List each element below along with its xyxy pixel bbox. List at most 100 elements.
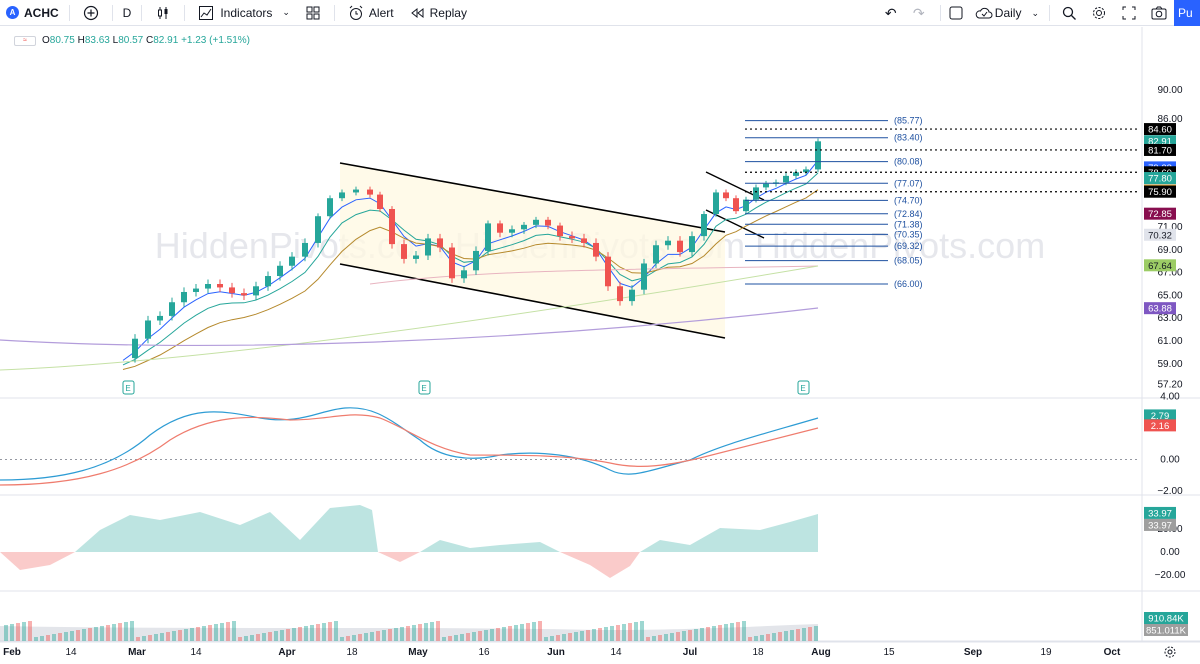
chart-type-button[interactable]	[146, 0, 180, 26]
toolbar-right: ↶ ↷ Daily ⌄ Pu	[880, 0, 1200, 26]
volume-ma-area	[0, 624, 818, 641]
ma-slow-line	[122, 189, 819, 370]
volume-bar	[412, 625, 416, 641]
volume-bar	[52, 634, 56, 641]
volume-bar	[514, 625, 518, 641]
volume-bar	[418, 624, 422, 641]
price-tick-label: 69.00	[1157, 245, 1182, 256]
volume-bar	[346, 636, 350, 641]
volume-bar	[334, 621, 338, 641]
volume-bar	[574, 632, 578, 641]
compare-button[interactable]	[74, 0, 108, 26]
volume-bar	[664, 634, 668, 641]
timeframe-dropdown[interactable]: Daily ⌄	[967, 0, 1045, 26]
volume-bar	[106, 625, 110, 641]
volume-bar	[706, 627, 710, 641]
candle-body	[509, 229, 515, 233]
vol-badge-bg	[1144, 612, 1188, 624]
candle-body	[449, 247, 455, 279]
price-badge-bg	[1144, 259, 1176, 272]
volume-bar	[628, 623, 632, 641]
redo-icon[interactable]: ↷	[912, 4, 925, 21]
volume-bar	[256, 634, 260, 641]
indicators-icon	[195, 2, 217, 24]
volume-bar	[274, 631, 278, 641]
divider	[141, 4, 143, 21]
candle-body	[677, 240, 683, 253]
osc-positive-area	[75, 505, 378, 552]
candle-body	[169, 302, 175, 316]
gear-icon	[1164, 646, 1176, 658]
volume-bar	[46, 635, 50, 641]
candle-body	[461, 270, 467, 279]
volume-bar	[292, 628, 296, 641]
volume-bar	[148, 635, 152, 641]
ohlc-legend: ≈ O80.75 H83.63 L80.57 C82.91 +1.23 (+1.…	[14, 35, 250, 46]
channel-drawing	[339, 162, 765, 339]
price-badge-bg	[1144, 228, 1176, 241]
time-tick-label: 14	[610, 647, 622, 658]
undo-icon[interactable]: ↶	[884, 4, 897, 21]
price-badge: 67.64	[1148, 261, 1172, 272]
interval-label: D	[122, 5, 132, 20]
candle-body	[605, 256, 611, 287]
volume-bar	[436, 621, 440, 641]
templates-button[interactable]	[296, 0, 330, 26]
volume-bar	[244, 636, 248, 641]
volume-bar	[598, 628, 602, 641]
time-tick-label: 16	[478, 647, 490, 658]
alert-button[interactable]: Alert	[339, 0, 400, 26]
volume-bar	[214, 624, 218, 641]
ma-mid-line	[122, 172, 819, 366]
volume-bar	[646, 637, 650, 641]
channel-lower-line	[339, 263, 726, 339]
camera-icon[interactable]	[1148, 2, 1170, 24]
publish-button[interactable]: Pu	[1174, 0, 1200, 26]
channel-fill	[340, 163, 725, 338]
gear-icon-ring	[1164, 646, 1176, 658]
volume-bar	[658, 635, 662, 641]
volume-bar	[16, 623, 20, 641]
price-badge-bg	[1144, 207, 1176, 220]
price-badge: 75.90	[1148, 187, 1172, 198]
replay-button[interactable]: Replay	[400, 0, 473, 26]
search-icon[interactable]	[1058, 2, 1080, 24]
ma-50-line	[369, 265, 819, 285]
volume-bar	[490, 629, 494, 641]
indicators-button[interactable]: Indicators ⌄	[189, 0, 296, 26]
candle-body	[367, 189, 373, 195]
candle-body	[733, 198, 739, 212]
macd-tick-label: 4.00	[1160, 391, 1180, 402]
ma-200-line	[0, 307, 819, 346]
price-tick-label: 65.00	[1157, 290, 1182, 301]
volume-bar	[754, 636, 758, 641]
volume-bar	[40, 636, 44, 641]
candle-body	[241, 293, 247, 296]
osc-badge-bg	[1144, 506, 1176, 519]
volume-bar	[676, 632, 680, 641]
interval-button[interactable]: D	[117, 0, 138, 26]
timeframe-label: Daily	[994, 6, 1022, 20]
fullscreen-icon[interactable]	[1118, 2, 1140, 24]
fullscreen-square-icon[interactable]	[945, 2, 967, 24]
volume-bar	[76, 630, 80, 641]
volume-bar	[310, 625, 314, 641]
volume-bar	[700, 628, 704, 641]
symbol-search[interactable]: A ACHC	[0, 0, 65, 26]
gear-icon[interactable]	[1088, 2, 1110, 24]
time-axis[interactable]: Feb 14 Mar 14 Apr 18 May 16 Jun 14 Jul 18 Aug 15 Sep 19…	[0, 641, 1200, 658]
candle-body	[689, 236, 695, 253]
price-tick-label: 57.20	[1157, 379, 1182, 390]
volume-bar	[652, 636, 656, 641]
price-axis[interactable]: 90.00 86.00 71.00 69.00 67.00 65.00 63.00 61.00…	[1144, 85, 1188, 637]
legend-collapse-icon[interactable]: ≈	[14, 35, 36, 46]
volume-bar	[382, 630, 386, 641]
candle-body	[557, 225, 563, 237]
candle-body	[593, 242, 599, 257]
volume-bar	[484, 630, 488, 641]
channel-upper-line	[339, 162, 726, 233]
price-badge-bg	[1144, 185, 1176, 198]
vol-badge: 910.84K	[1148, 614, 1184, 625]
top-toolbar: A ACHC D Indicators ⌄ Alert	[0, 0, 1200, 26]
